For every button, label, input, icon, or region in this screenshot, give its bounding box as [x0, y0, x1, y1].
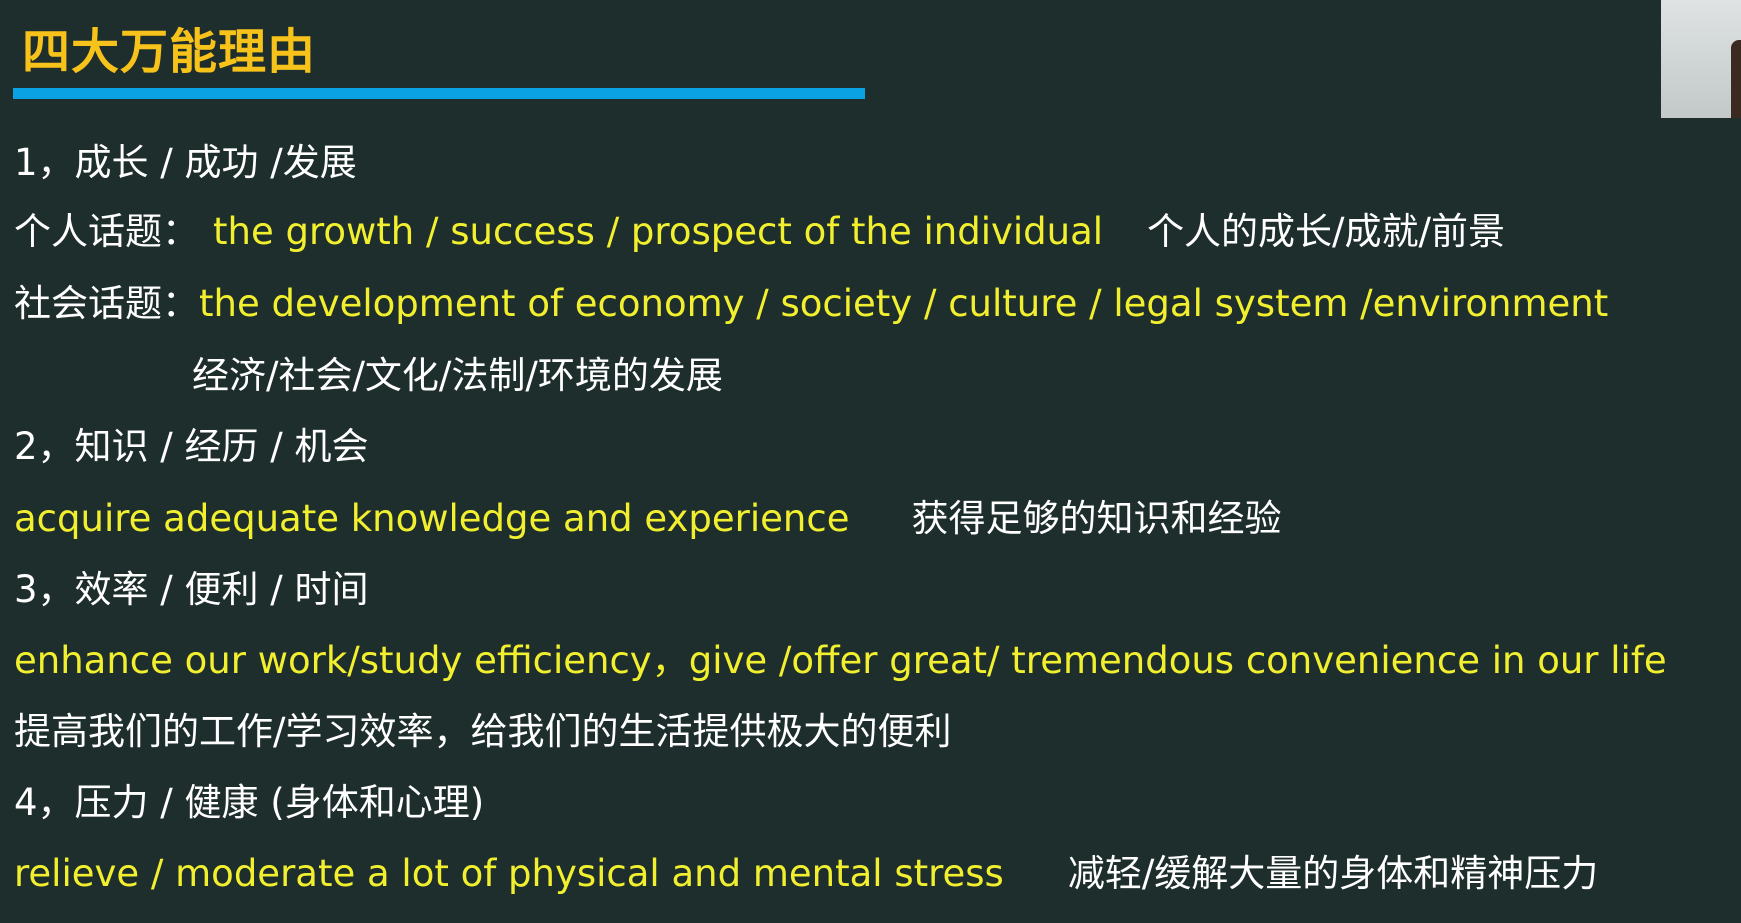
webcam-thumbnail — [1661, 0, 1741, 118]
reason-2-english: acquire adequate knowledge and experienc… — [14, 497, 850, 540]
reason-4-heading: 4，压力 / 健康 (身体和心理) — [14, 781, 485, 824]
reason-4-english: relieve / moderate a lot of physical and… — [14, 852, 1004, 895]
person-silhouette — [1731, 40, 1741, 118]
title-underline — [13, 88, 865, 99]
social-topic-english: the development of economy / society / c… — [199, 282, 1609, 325]
slide-title: 四大万能理由 — [22, 24, 317, 80]
reason-2-heading: 2，知识 / 经历 / 机会 — [14, 425, 369, 468]
reason-4-chinese: 减轻/缓解大量的身体和精神压力 — [1067, 852, 1599, 895]
reason-3-english: enhance our work/study efficiency，give /… — [14, 639, 1667, 682]
reason-3-chinese: 提高我们的工作/学习效率，给我们的生活提供极大的便利 — [14, 710, 952, 753]
reason-2-line: acquire adequate knowledge and experienc… — [14, 496, 1281, 542]
social-topic-label: 社会话题： — [14, 282, 199, 325]
reason-2-chinese: 获得足够的知识和经验 — [911, 497, 1282, 540]
social-topic-chinese: 经济/社会/文化/法制/环境的发展 — [192, 354, 723, 397]
reason-1-personal-line: 个人话题： the growth / success / prospect of … — [14, 209, 1505, 255]
personal-topic-chinese: 个人的成长/成就/前景 — [1147, 210, 1505, 253]
reason-4-line: relieve / moderate a lot of physical and… — [14, 851, 1598, 897]
reason-1-social-line: 社会话题：the development of economy / societ… — [14, 281, 1608, 327]
personal-topic-english: the growth / success / prospect of the i… — [213, 210, 1104, 253]
personal-topic-label: 个人话题： — [14, 210, 199, 253]
reason-3-heading: 3，效率 / 便利 / 时间 — [14, 568, 369, 611]
reason-1-heading: 1，成长 / 成功 /发展 — [14, 141, 357, 184]
